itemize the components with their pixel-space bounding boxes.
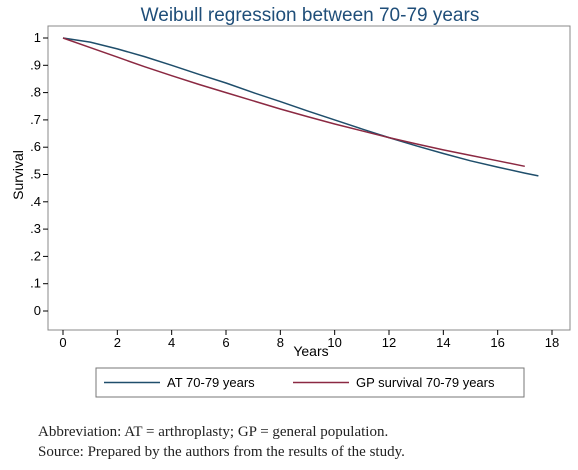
caption-abbreviation: Abbreviation: AT = arthroplasty; GP = ge…	[38, 424, 389, 440]
legend-label-2: GP survival 70-79 years	[356, 375, 495, 390]
series-line-2	[62, 37, 525, 168]
x-tick-label: 10	[327, 335, 341, 350]
caption-source: Source: Prepared by the authors from the…	[38, 444, 405, 460]
survival-chart: Weibull regression between 70-79 years 0…	[10, 5, 571, 398]
y-tick-label: .9	[30, 57, 41, 72]
x-tick-label: 8	[277, 335, 284, 350]
x-tick-label: 6	[222, 335, 229, 350]
x-tick-label: 2	[114, 335, 121, 350]
x-tick-label: 4	[168, 335, 175, 350]
x-tick-label: 16	[490, 335, 504, 350]
y-axis-ticks: 0 .1 .2 .3 .4 .5 .6 .7 .8 .9 1	[30, 30, 48, 318]
x-tick-label: 0	[59, 335, 66, 350]
legend: AT 70-79 years GP survival 70-79 years	[95, 367, 525, 398]
y-tick-label: .1	[30, 276, 41, 291]
x-tick-label: 14	[436, 335, 450, 350]
y-tick-label: .2	[30, 248, 41, 263]
series-lines	[62, 37, 539, 177]
y-tick-label: .7	[30, 112, 41, 127]
y-tick-label: 0	[34, 303, 41, 318]
y-tick-label: .5	[30, 167, 41, 182]
y-tick-label: .4	[30, 194, 41, 209]
y-tick-label: 1	[34, 30, 41, 45]
legend-label-1: AT 70-79 years	[167, 375, 255, 390]
x-tick-label: 12	[382, 335, 396, 350]
y-tick-label: .6	[30, 139, 41, 154]
plot-frame	[47, 25, 571, 331]
x-axis-label: Years	[293, 343, 328, 359]
y-tick-label: .8	[30, 85, 41, 100]
y-axis-label: Survival	[10, 150, 26, 200]
y-tick-label: .3	[30, 221, 41, 236]
chart-title: Weibull regression between 70-79 years	[141, 5, 480, 26]
x-tick-label: 18	[545, 335, 559, 350]
series-line-1	[62, 37, 539, 177]
x-axis-ticks: 0 2 4 6 8 10 12 14 16 18	[59, 330, 559, 350]
